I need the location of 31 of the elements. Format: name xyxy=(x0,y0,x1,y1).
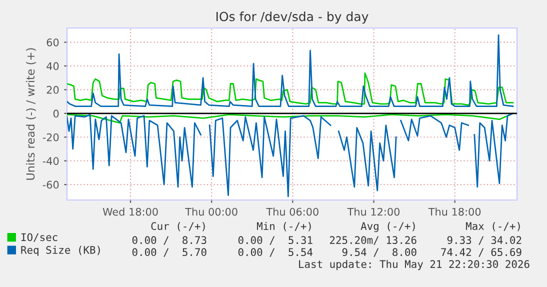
y-tick-label: 40 xyxy=(46,62,59,70)
x-tick-label: Thu 00:00 xyxy=(185,208,238,216)
text: Last update: Thu May 21 22:20:30 2026 xyxy=(299,260,530,270)
text: Max (-/+) xyxy=(466,222,520,232)
text: 9.33 / 34.02 xyxy=(447,236,522,245)
x-tick-label: Thu 12:00 xyxy=(347,208,400,216)
chart-title: IOs for /dev/sda - by day xyxy=(216,12,368,24)
y-tick-label: 0 xyxy=(53,110,59,118)
text: 0.00 / 5.31 xyxy=(238,236,312,245)
y-tick-label: -60 xyxy=(42,180,59,189)
text: 74.42 / 65.69 xyxy=(441,248,522,257)
text: 0.00 / 5.54 xyxy=(238,248,313,257)
y-tick-label: 20 xyxy=(46,86,59,94)
legend-label: IO/sec xyxy=(22,233,58,242)
legend-label: Req Size (KB) xyxy=(21,246,100,256)
x-tick-label: Thu 06:00 xyxy=(266,208,318,216)
text: 9.54 / 8.00 xyxy=(342,248,416,257)
line-series xyxy=(67,34,514,107)
y-tick-label: -20 xyxy=(42,133,59,142)
text: Cur (-/+) xyxy=(151,222,205,232)
text: Avg (-/+) xyxy=(360,222,415,232)
text: 0.00 / 8.73 xyxy=(132,236,206,245)
line-series xyxy=(67,72,514,106)
x-tick-label: Thu 18:00 xyxy=(428,208,481,216)
y-tick-label: 60 xyxy=(46,38,59,46)
y-axis-title: Units read (-) / write (+) xyxy=(26,48,36,180)
text: 0.00 / 5.70 xyxy=(132,248,206,257)
x-tick-label: Wed 18:00 xyxy=(102,208,158,216)
text: Min (-/+) xyxy=(256,222,311,232)
text: 225.20m/ 13.26 xyxy=(330,236,416,245)
y-tick-label: -40 xyxy=(42,157,59,165)
